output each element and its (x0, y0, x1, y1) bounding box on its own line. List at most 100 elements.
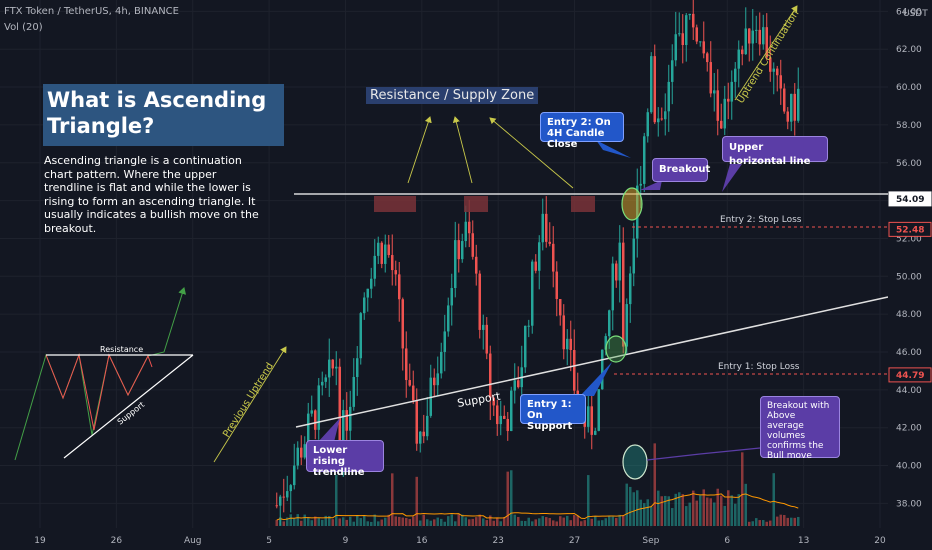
candle-body (517, 380, 520, 388)
price-tick-label: 64.00 (896, 7, 922, 17)
time-axis[interactable]: 19 26 Aug 5 9 16 23 27 Sep 6 13 20 (0, 528, 932, 550)
volume-bar (275, 520, 278, 526)
candle-body (688, 13, 691, 16)
volume-bar (303, 514, 306, 526)
candle-body (786, 111, 789, 122)
diagram-red-path (45, 353, 153, 431)
volume-bar (345, 519, 348, 526)
volume-bar (545, 517, 548, 526)
candle-body (755, 29, 758, 31)
volume-bar (331, 519, 334, 526)
candle-body (646, 112, 649, 137)
breakout-callout: Breakout (652, 158, 710, 182)
candle-body (310, 410, 313, 414)
candle-body (405, 348, 408, 381)
volume-bar (604, 518, 607, 526)
diagram-resistance-label: Resistance (100, 345, 143, 354)
candle-body (380, 242, 383, 264)
candle-body (443, 331, 446, 352)
volume-bar (667, 496, 670, 526)
volume-indicator-label[interactable]: Vol (20) (4, 22, 43, 33)
volume-ma-line (276, 493, 799, 521)
volume-bar (398, 516, 401, 526)
candle-body (307, 413, 310, 445)
volume-bar (632, 492, 635, 526)
price-level-tag (888, 367, 932, 383)
candle-body (394, 270, 397, 275)
volume-bar (748, 521, 751, 526)
volume-bar (489, 515, 492, 526)
volume-bar (793, 517, 796, 526)
candle-body (713, 90, 716, 94)
symbol-header[interactable]: FTX Token / TetherUS, 4h, BINANCE (4, 6, 179, 17)
time-tick-label: 23 (492, 536, 503, 546)
candle-body (454, 240, 457, 289)
price-tick-label: 38.00 (896, 499, 922, 509)
candle-body (475, 256, 478, 274)
volume-bar (692, 490, 695, 526)
candle-body (286, 491, 289, 498)
volume-bar (440, 518, 443, 526)
volume-bar (695, 500, 698, 526)
volume-bar (352, 521, 355, 526)
candle-body (461, 241, 464, 260)
volume-bar (671, 508, 674, 526)
support-label: Support (456, 389, 502, 409)
volume-bar (538, 518, 541, 526)
diagram-support-line (63, 354, 194, 459)
volume-bar (531, 521, 534, 526)
candle-body (727, 98, 730, 102)
volume-bars (275, 443, 800, 526)
volume-bar (527, 517, 530, 526)
candle-body (604, 336, 607, 350)
candle-body (720, 120, 723, 129)
volume-bar (643, 503, 646, 526)
volume-bar (342, 517, 345, 526)
volume-bar (401, 517, 404, 526)
volume-bar (688, 502, 691, 526)
volume-bar (583, 520, 586, 526)
candle-body (671, 60, 674, 82)
candle-body (527, 325, 530, 327)
volume-bar (552, 520, 555, 526)
volume-bar (450, 514, 453, 526)
price-tick-label: 56.00 (896, 159, 922, 169)
volume-bar (629, 486, 632, 526)
candle-body (793, 93, 796, 121)
candle-body (769, 57, 772, 72)
zone-arrow-1 (407, 116, 432, 184)
lower-trend-pointer (318, 418, 340, 442)
volume-bar (783, 515, 786, 526)
candle-body (419, 431, 422, 444)
volume-bar (751, 521, 754, 526)
candle-body (569, 338, 572, 351)
volume-bar (475, 517, 478, 526)
volume-bar (310, 520, 313, 526)
volume-bar (478, 514, 481, 526)
volume-bar (307, 517, 310, 526)
price-axis[interactable]: 38.00 40.00 42.00 44.00 46.00 48.00 50.00 52.00… (888, 0, 932, 528)
candle-body (401, 299, 404, 349)
candle-body (433, 377, 436, 386)
candle-body (741, 49, 744, 55)
zone-arrow-3 (489, 117, 574, 189)
stop-loss-1-label: Entry 1: Stop Loss (718, 362, 800, 372)
price-tick-label: 50.00 (896, 272, 922, 282)
entry2-callout: Entry 2: On 4H Candle Close (540, 112, 624, 150)
volume-bar (503, 517, 506, 526)
volume-bar (769, 520, 772, 526)
volume-bar (482, 518, 485, 526)
candle-body (765, 27, 768, 58)
candle-body (356, 358, 359, 378)
volume-bar (422, 514, 425, 526)
volume-bar (461, 514, 464, 526)
volume-bar (765, 521, 768, 526)
supply-zone-2 (464, 196, 488, 212)
volume-bar (601, 520, 604, 526)
candle-body (790, 93, 793, 122)
volume-bar (590, 518, 593, 526)
candle-body (660, 118, 663, 120)
volume-bar (464, 517, 467, 526)
candle-body (695, 27, 698, 42)
